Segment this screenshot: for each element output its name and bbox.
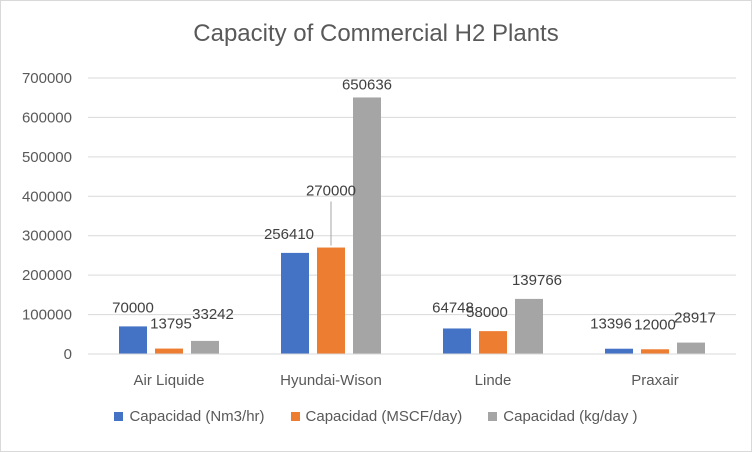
data-label: 12000 xyxy=(634,316,676,333)
bar xyxy=(191,340,219,354)
x-tick-label: Hyundai-Wison xyxy=(280,372,382,389)
data-label: 33242 xyxy=(192,306,234,323)
x-tick-label: Linde xyxy=(475,372,512,389)
legend-label: Capacidad (MSCF/day) xyxy=(305,408,463,425)
data-label: 13396 xyxy=(590,316,632,333)
legend-item: Capacidad (kg/day ) xyxy=(488,408,638,425)
bar xyxy=(317,247,345,354)
bar xyxy=(155,348,183,354)
y-tick-label: 200000 xyxy=(22,267,72,284)
bar xyxy=(353,97,381,355)
data-label: 270000 xyxy=(306,183,356,200)
data-label: 650636 xyxy=(342,76,392,93)
legend: Capacidad (Nm3/hr) Capacidad (MSCF/day) Ca… xyxy=(0,408,752,425)
data-label: 256410 xyxy=(264,226,314,243)
x-tick-label: Praxair xyxy=(631,372,679,389)
data-label: 139766 xyxy=(512,272,562,289)
data-label: 58000 xyxy=(466,304,508,321)
x-tick-label: Air Liquide xyxy=(134,372,205,389)
legend-item: Capacidad (Nm3/hr) xyxy=(114,408,265,425)
bar xyxy=(605,348,633,354)
bar xyxy=(515,298,543,354)
y-tick-label: 500000 xyxy=(22,149,72,166)
y-tick-label: 100000 xyxy=(22,307,72,324)
y-tick-label: 300000 xyxy=(22,228,72,245)
bar xyxy=(119,326,147,354)
bar xyxy=(641,349,669,354)
bar xyxy=(443,328,471,354)
y-tick-label: 600000 xyxy=(22,109,72,126)
bar xyxy=(677,342,705,354)
legend-item: Capacidad (MSCF/day) xyxy=(290,408,463,425)
y-tick-label: 0 xyxy=(64,346,72,363)
chart-title: Capacity of Commercial H2 Plants xyxy=(193,20,559,47)
data-label: 64748 xyxy=(432,299,474,316)
bar xyxy=(281,252,309,354)
data-label: 28917 xyxy=(674,310,716,327)
bar xyxy=(479,331,507,354)
legend-label: Capacidad (kg/day ) xyxy=(503,408,638,425)
y-tick-label: 700000 xyxy=(22,70,72,87)
data-label: 70000 xyxy=(112,299,154,316)
y-tick-label: 400000 xyxy=(22,188,72,205)
legend-swatch xyxy=(488,412,498,421)
legend-swatch xyxy=(114,412,124,421)
data-label: 13795 xyxy=(150,316,192,333)
legend-label: Capacidad (Nm3/hr) xyxy=(129,408,265,425)
legend-swatch xyxy=(290,412,300,421)
